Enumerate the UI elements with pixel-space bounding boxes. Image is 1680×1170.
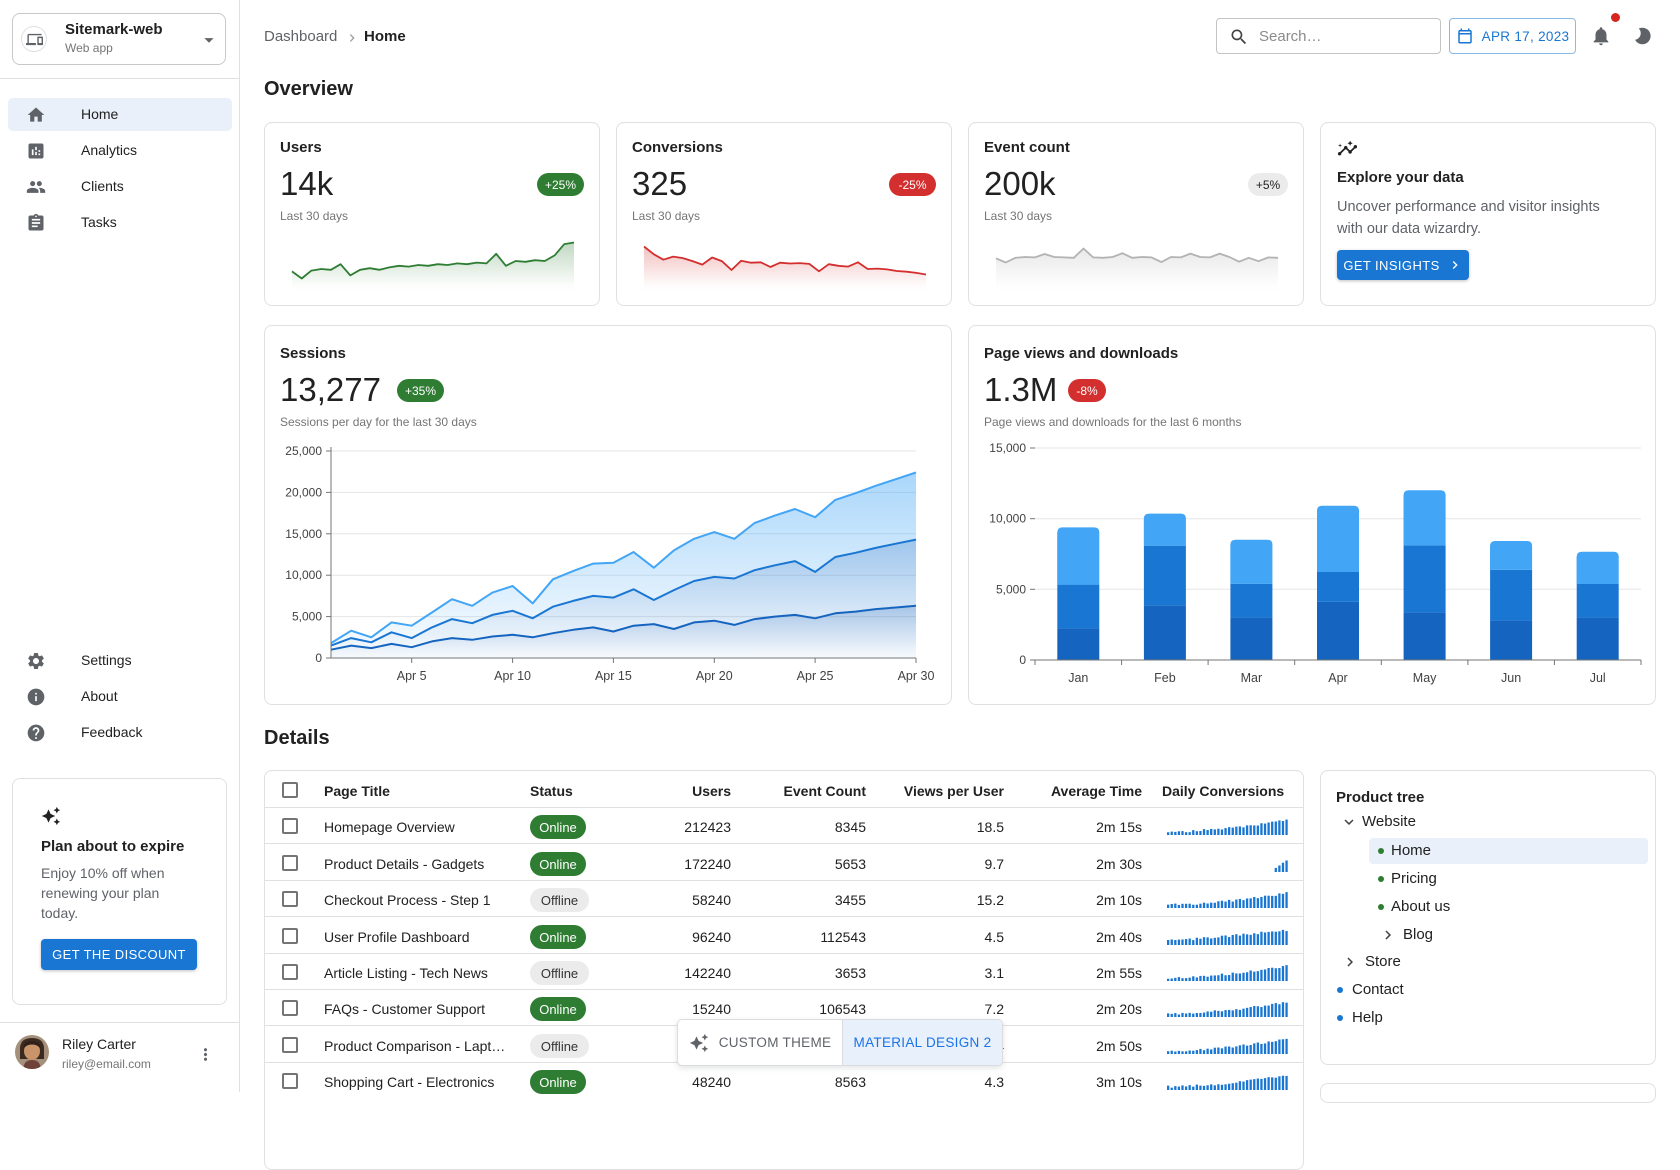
- svg-text:20,000: 20,000: [285, 485, 322, 499]
- svg-text:Jan: Jan: [1068, 671, 1088, 685]
- svg-text:0: 0: [1019, 653, 1026, 667]
- svg-text:Apr 10: Apr 10: [494, 669, 531, 683]
- svg-text:5,000: 5,000: [292, 610, 322, 624]
- svg-text:10,000: 10,000: [285, 568, 322, 582]
- svg-text:10,000: 10,000: [989, 512, 1026, 526]
- svg-text:5,000: 5,000: [996, 582, 1026, 596]
- svg-text:Jun: Jun: [1501, 671, 1521, 685]
- svg-text:Feb: Feb: [1154, 671, 1176, 685]
- svg-text:Apr 5: Apr 5: [397, 669, 427, 683]
- svg-text:25,000: 25,000: [285, 444, 322, 458]
- svg-text:Apr 20: Apr 20: [696, 669, 733, 683]
- svg-text:Apr: Apr: [1328, 671, 1347, 685]
- svg-text:Apr 25: Apr 25: [797, 669, 834, 683]
- svg-text:May: May: [1413, 671, 1437, 685]
- svg-text:15,000: 15,000: [285, 527, 322, 541]
- svg-text:Apr 15: Apr 15: [595, 669, 632, 683]
- svg-text:0: 0: [315, 651, 322, 665]
- svg-text:Mar: Mar: [1241, 671, 1263, 685]
- svg-text:15,000: 15,000: [989, 441, 1026, 455]
- svg-text:Jul: Jul: [1590, 671, 1606, 685]
- svg-text:Apr 30: Apr 30: [898, 669, 935, 683]
